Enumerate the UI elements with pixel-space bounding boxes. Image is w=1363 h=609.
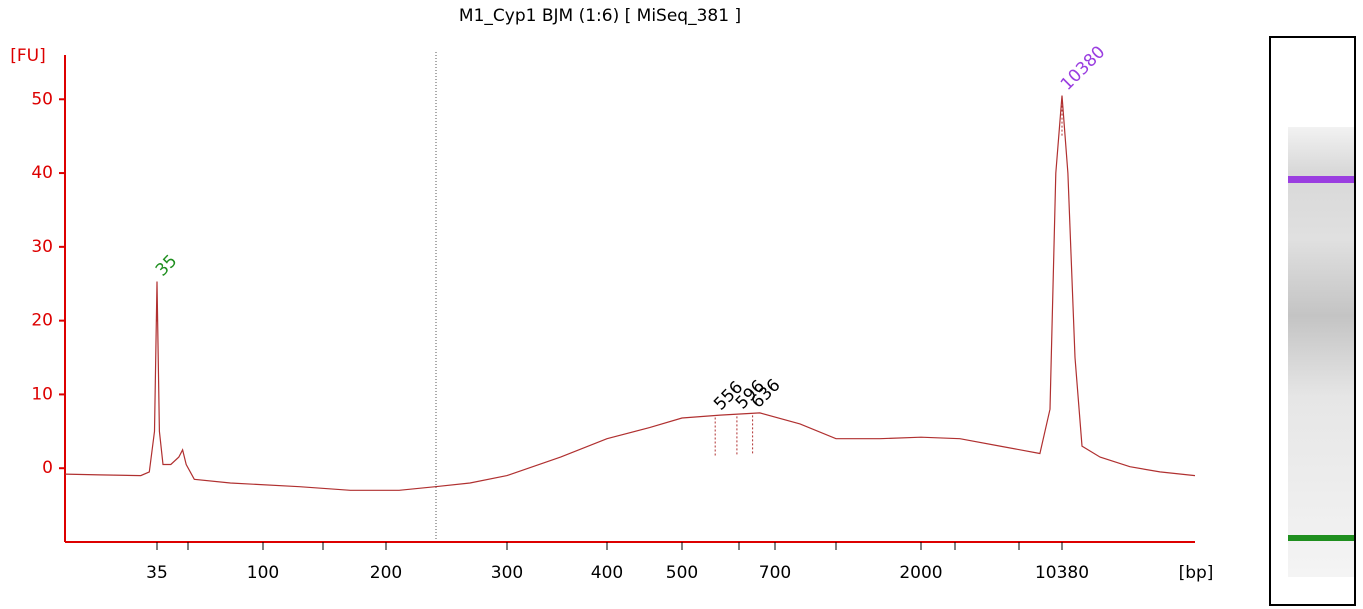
lane-smear: [1288, 127, 1354, 577]
x-tick-label: 200: [370, 563, 402, 583]
x-tick-label: 35: [146, 563, 168, 583]
x-tick-label: 500: [666, 563, 698, 583]
x-tick-label: 400: [591, 563, 623, 583]
x-tick-label: 10380: [1035, 563, 1089, 583]
x-tick-label: 700: [759, 563, 791, 583]
x-tick-label: 2000: [899, 563, 942, 583]
x-tick-label: 100: [247, 563, 279, 583]
y-tick-label: 30: [31, 237, 53, 257]
y-tick-label: 0: [42, 458, 53, 478]
y-tick-label: 20: [31, 311, 53, 331]
y-tick-label: 40: [31, 163, 53, 183]
gel-lane: [1269, 36, 1356, 606]
chart-title: M1_Cyp1 BJM (1:6) [ MiSeq_381 ]: [459, 6, 741, 26]
x-axis-label: [bp]: [1179, 563, 1214, 583]
peak-label: 10380: [1057, 42, 1109, 94]
lower-marker-band: [1288, 535, 1354, 541]
x-tick-label: 300: [491, 563, 523, 583]
y-axis-label: [FU]: [10, 46, 46, 66]
trace: [64, 95, 1196, 491]
upper-marker-band: [1288, 176, 1354, 183]
y-tick-label: 10: [31, 384, 53, 404]
y-tick-label: 50: [31, 89, 53, 109]
peak-label: 35: [152, 251, 181, 280]
